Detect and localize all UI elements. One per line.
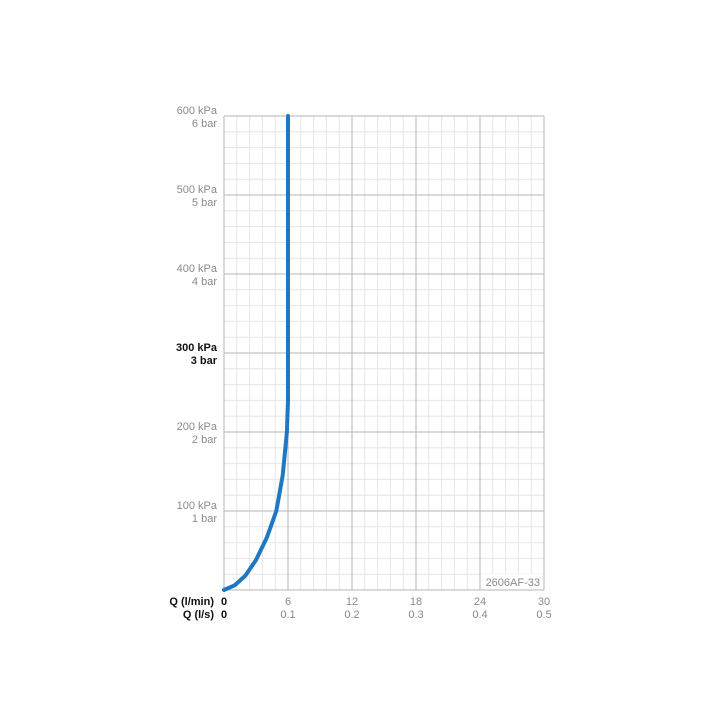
x-tick-label-secondary: 0 [221,609,227,621]
y-tick-label-kpa: 300 kPa [176,342,218,354]
x-tick-label-primary: 6 [285,596,291,608]
code-label: 2606AF-33 [486,577,540,589]
y-tick-label-kpa: 500 kPa [177,184,218,196]
y-tick-label-bar: 3 bar [191,355,218,367]
y-tick-label-bar: 4 bar [192,276,217,288]
y-tick-label-kpa: 600 kPa [177,105,218,117]
x-tick-label-secondary: 0.1 [280,609,295,621]
x-tick-label-secondary: 0.2 [344,609,359,621]
x-tick-label-secondary: 0.5 [536,609,551,621]
y-tick-label-bar: 1 bar [192,513,217,525]
series-line-0 [222,114,290,592]
y-tick-label-kpa: 400 kPa [177,263,218,275]
x-tick-label-secondary: 0.3 [408,609,423,621]
x-tick-label-primary: 12 [346,596,358,608]
y-tick-label-bar: 6 bar [192,118,217,130]
x-axis-label-primary: Q (l/min) [169,596,214,608]
y-tick-label-kpa: 200 kPa [177,421,218,433]
x-tick-label-primary: 24 [474,596,486,608]
y-tick-label-kpa: 100 kPa [177,500,218,512]
series-layer [222,114,290,592]
y-tick-label-bar: 2 bar [192,434,217,446]
x-tick-label-secondary: 0.4 [472,609,487,621]
x-tick-label-primary: 18 [410,596,422,608]
x-tick-label-primary: 30 [538,596,550,608]
x-axis-label-secondary: Q (l/s) [183,609,215,621]
x-tick-label-primary: 0 [221,596,227,608]
code-label-bg [481,574,543,589]
y-tick-label-bar: 5 bar [192,197,217,209]
